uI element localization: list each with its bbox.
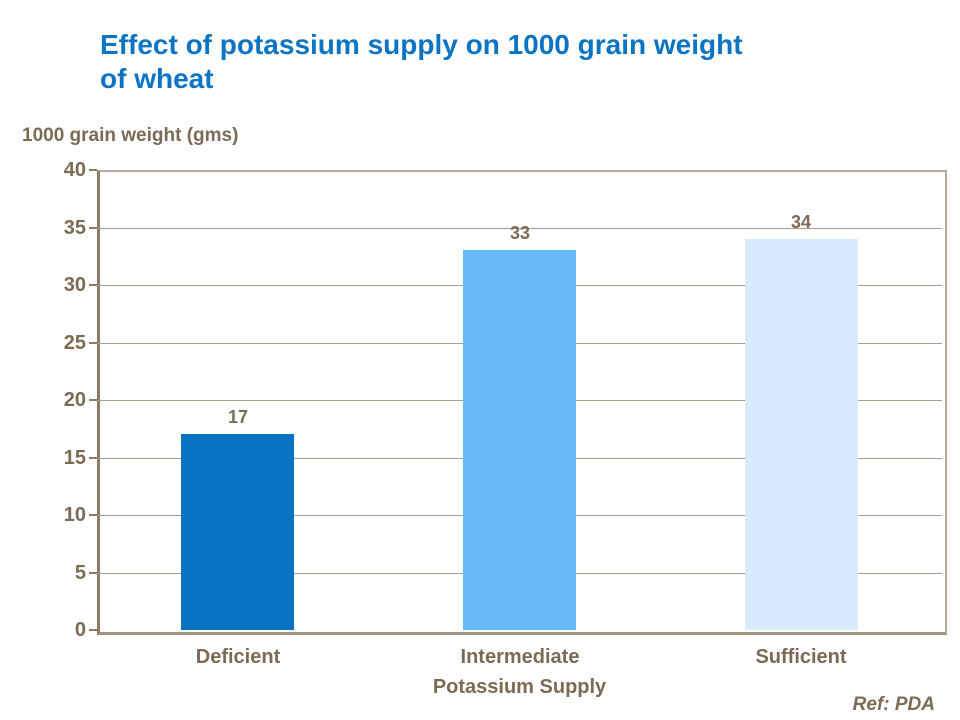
reference-note: Ref: PDA — [852, 694, 935, 715]
chart-title-line1: Effect of potassium supply on 1000 grain… — [100, 29, 743, 60]
y-tick-mark-0 — [89, 629, 97, 631]
y-tick-mark-15 — [89, 457, 97, 459]
y-tick-label-25: 25 — [63, 332, 86, 354]
bar-sufficient — [745, 239, 858, 630]
y-tick-mark-5 — [89, 572, 97, 574]
chart-title: Effect of potassium supply on 1000 grain… — [100, 28, 890, 96]
bar-deficient — [181, 434, 294, 630]
bar-value-label-sufficient: 34 — [790, 212, 812, 232]
y-tick-mark-25 — [89, 342, 97, 344]
y-tick-label-10: 10 — [63, 504, 86, 526]
bar-value-label-deficient: 17 — [227, 407, 249, 427]
x-axis-title: Potassium Supply — [432, 676, 607, 698]
y-tick-mark-35 — [89, 227, 97, 229]
y-tick-label-5: 5 — [74, 562, 86, 584]
y-tick-mark-10 — [89, 514, 97, 516]
category-label-deficient: Deficient — [195, 646, 281, 668]
chart-title-line2: of wheat — [100, 63, 214, 94]
y-tick-mark-20 — [89, 399, 97, 401]
bar-value-label-intermediate: 33 — [509, 223, 531, 243]
y-tick-label-30: 30 — [63, 274, 86, 296]
y-tick-label-40: 40 — [63, 159, 86, 181]
bar-intermediate — [463, 250, 576, 630]
y-tick-mark-40 — [89, 169, 97, 171]
y-tick-label-15: 15 — [63, 447, 86, 469]
category-label-sufficient: Sufficient — [755, 646, 847, 668]
y-axis-title: 1000 grain weight (gms) — [22, 125, 239, 146]
y-tick-mark-30 — [89, 284, 97, 286]
y-tick-label-20: 20 — [63, 389, 86, 411]
y-tick-label-35: 35 — [63, 217, 86, 239]
category-label-intermediate: Intermediate — [460, 646, 580, 668]
gridline-35 — [97, 228, 942, 229]
y-tick-label-0: 0 — [74, 619, 86, 641]
